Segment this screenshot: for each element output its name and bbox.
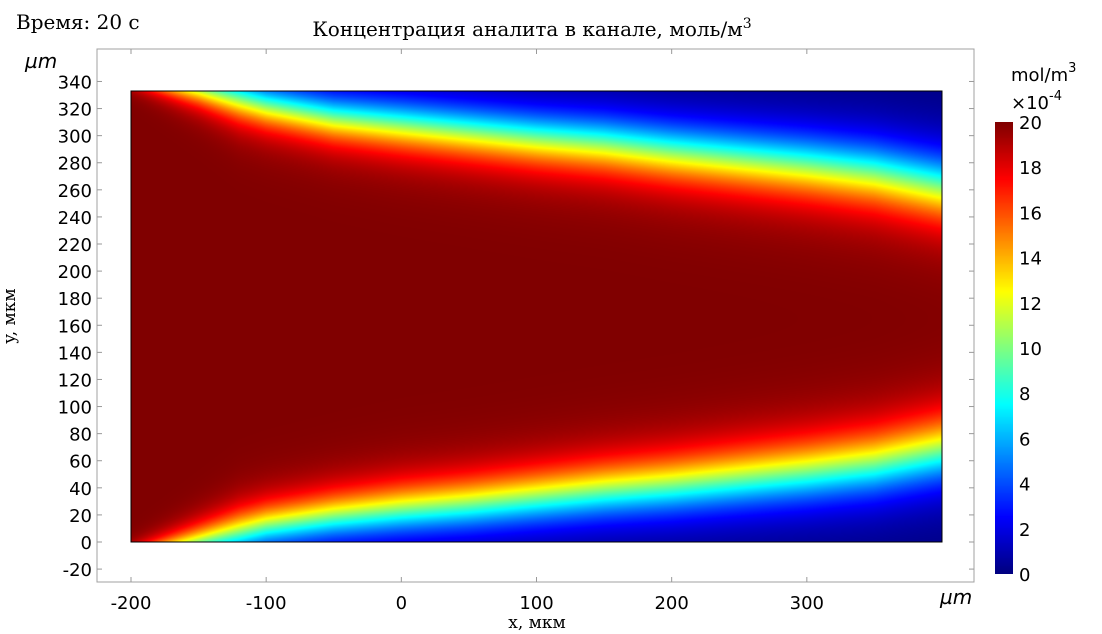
colorbar-tick-label: 2 [1019,520,1030,541]
y-tick-label: 260 [58,181,92,202]
y-tick-label: 160 [58,316,92,337]
colorbar-tick-label: 12 [1019,294,1042,315]
x-unit-label: µm [939,585,972,609]
colorbar-unit: mol/m3 [1011,61,1076,86]
x-axis-ticks: -200 -100 0 100 200 300 [111,49,824,614]
y-tick-label: 40 [69,479,92,500]
x-tick-label: -100 [246,593,287,614]
y-tick-label: 340 [58,72,92,93]
x-tick-label: 200 [654,593,688,614]
colorbar-tick-label: 16 [1019,203,1042,224]
colorbar-ticks: 0 2 4 6 8 10 12 14 16 18 20 [1019,113,1042,586]
y-tick-label: 200 [58,262,92,283]
colorbar-canvas [995,122,1013,574]
heatmap-plot [131,91,942,542]
y-tick-label: 300 [58,127,92,148]
y-tick-label: 180 [58,289,92,310]
y-tick-label: 20 [69,506,92,527]
x-tick-label: 300 [790,593,824,614]
y-unit-label: µm [24,49,57,73]
colorbar-tick-label: 6 [1019,429,1030,450]
channel-boundary [130,90,943,543]
y-axis-ticks: -20 0 20 40 60 80 100 120 140 160 180 200 220 240 260 2… [58,72,974,581]
y-tick-label: 60 [69,452,92,473]
y-tick-label: 120 [58,370,92,391]
x-tick-label: 0 [396,593,407,614]
y-axis-label: y, мкм [0,288,20,344]
y-tick-label: -20 [63,560,92,581]
y-tick-label: 320 [58,100,92,121]
colorbar-tick-label: 8 [1019,384,1030,405]
colorbar-tick-label: 14 [1019,249,1042,270]
y-tick-label: 220 [58,235,92,256]
heatmap-canvas [131,91,942,542]
y-tick-label: 280 [58,154,92,175]
y-tick-label: 140 [58,343,92,364]
x-tick-label: -200 [111,593,152,614]
colorbar-tick-label: 10 [1019,339,1042,360]
colorbar [995,122,1013,574]
x-axis-label: x, мкм [508,613,565,633]
colorbar-tick-label: 4 [1019,475,1030,496]
colorbar-tick-label: 18 [1019,158,1042,179]
y-tick-label: 240 [58,208,92,229]
colorbar-tick-label: 20 [1019,113,1042,134]
time-label: Время: 20 с [16,10,140,34]
x-tick-label: 100 [519,593,553,614]
y-tick-label: 80 [69,425,92,446]
colorbar-tick-label: 0 [1019,565,1030,586]
y-tick-label: 100 [58,398,92,419]
chart-title: Концентрация аналита в канале, моль/м3 [312,16,751,41]
y-tick-label: 0 [81,533,92,554]
colorbar-multiplier: ×10-4 [1011,89,1062,114]
